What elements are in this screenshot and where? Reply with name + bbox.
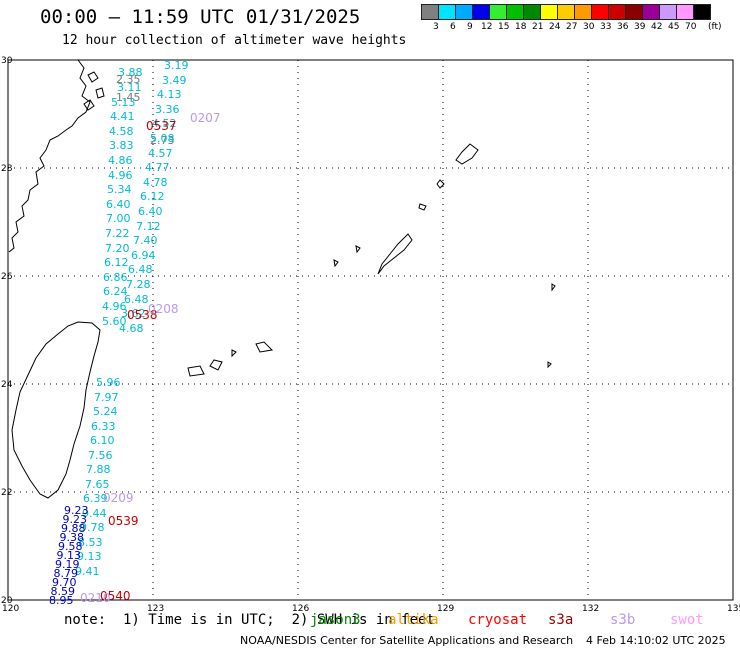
legend-swatch <box>676 4 694 20</box>
taiwan-island <box>11 321 101 499</box>
lon-tick-label: 123 <box>147 604 164 614</box>
legend-value: 33 <box>600 22 612 32</box>
chart-title: 00:00 – 11:59 UTC 01/31/2025 <box>40 6 361 28</box>
legend-swatch <box>506 4 524 20</box>
lat-tick-label: 22 <box>1 488 12 498</box>
legend-swatch <box>659 4 677 20</box>
miyako-ishigaki-islands <box>187 341 274 377</box>
mission-name: jason3 <box>310 612 361 628</box>
legend-swatch <box>608 4 626 20</box>
legend-value: 12 <box>481 22 493 32</box>
amami-island <box>455 143 479 165</box>
legend-labels: 3 6 9 12 15 18 21 24 27 30 33 36 39 42 45 70 (ft) <box>421 20 722 32</box>
mission-name: cryosat <box>468 612 528 628</box>
legend-swatch <box>523 4 541 20</box>
legend-value: 70 <box>685 22 697 32</box>
legend-swatch <box>540 4 558 20</box>
credit-line: NOAA/NESDIS Center for Satellite Applica… <box>240 634 574 647</box>
lon-tick-label: 126 <box>292 604 309 614</box>
legend-value: 27 <box>566 22 578 32</box>
chart-subtitle: 12 hour collection of altimeter wave hei… <box>62 33 407 48</box>
legend-swatch <box>574 4 592 20</box>
legend-value: 45 <box>668 22 680 32</box>
legend-swatch <box>625 4 643 20</box>
legend-value: 3 <box>433 22 439 32</box>
legend-swatch <box>693 4 711 20</box>
legend-swatch <box>421 4 439 20</box>
legend-unit: (ft) <box>708 22 722 32</box>
legend-value: 24 <box>549 22 561 32</box>
land-outlines <box>8 59 556 499</box>
zhoushan-islands <box>83 71 105 111</box>
lat-tick-label: 30 <box>1 56 13 66</box>
footer-note: note: 1) Time is in UTC; 2) SWH is in fe… <box>64 612 435 628</box>
okinawa-island <box>377 233 413 275</box>
legend-swatch <box>591 4 609 20</box>
yoron-islet <box>333 245 361 268</box>
lat-tick-label: 26 <box>1 272 13 282</box>
mission-name: swot <box>670 612 704 628</box>
legend-value: 21 <box>532 22 544 32</box>
map-frame <box>7 59 734 601</box>
lon-tick-label: 129 <box>437 604 454 614</box>
generated-timestamp: 4 Feb 14:10:02 UTC 2025 <box>586 634 726 647</box>
legend-swatch <box>438 4 456 20</box>
lat-tick-label: 20 <box>1 596 13 606</box>
legend-swatch <box>455 4 473 20</box>
legend-value: 42 <box>651 22 663 32</box>
tokara-islands <box>418 179 445 211</box>
legend-value: 18 <box>515 22 527 32</box>
legend-swatches <box>421 4 711 20</box>
legend-swatch <box>642 4 660 20</box>
legend-swatch <box>489 4 507 20</box>
lon-tick-label: 135 <box>727 604 740 614</box>
daito-islands <box>547 283 556 369</box>
mission-name: s3a <box>548 612 574 628</box>
lon-tick-label: 120 <box>2 604 19 614</box>
lat-lon-grid <box>8 60 733 600</box>
legend-value: 9 <box>467 22 473 32</box>
legend-value: 30 <box>583 22 595 32</box>
legend-value: 15 <box>498 22 510 32</box>
legend-swatch <box>472 4 490 20</box>
legend-value: 6 <box>450 22 456 32</box>
china-coast <box>8 59 91 253</box>
legend-value: 36 <box>617 22 629 32</box>
lat-tick-label: 24 <box>1 380 13 390</box>
color-legend: 3 6 9 12 15 18 21 24 27 30 33 36 39 42 45 70 (ft) <box>421 4 722 32</box>
mission-name: altika <box>388 612 439 628</box>
legend-value: 39 <box>634 22 646 32</box>
mission-name: s3b <box>610 612 636 628</box>
lon-tick-label: 132 <box>582 604 599 614</box>
axis-labels: 120 123 126 129 132 135 30 28 26 24 22 20 <box>1 56 740 614</box>
legend-swatch <box>557 4 575 20</box>
lat-tick-label: 28 <box>1 164 13 174</box>
